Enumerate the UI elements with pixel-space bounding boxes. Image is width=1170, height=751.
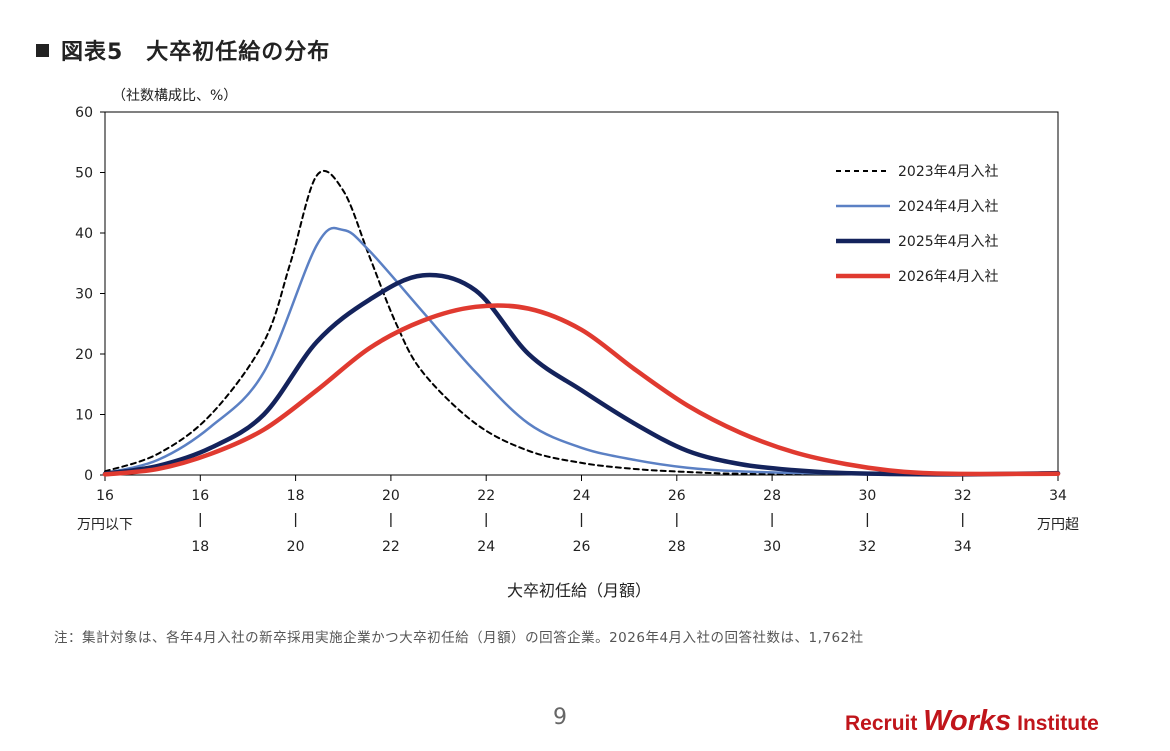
x-tick-label-bottom: 20	[287, 539, 305, 555]
x-axis-title: 大卒初任給（月額）	[506, 581, 651, 600]
y-tick-label: 50	[75, 166, 93, 182]
x-tick-label-top: 16	[96, 488, 114, 504]
x-tick-label-bottom: 22	[382, 539, 400, 555]
footnote: 注：集計対象は、各年4月入社の新卒採用実施企業かつ大卒初任給（月額）の回答企業。…	[54, 630, 864, 646]
x-tick-label-top: 34	[1049, 488, 1067, 504]
y-tick-label: 20	[75, 347, 93, 363]
logo-part-1: Recruit	[845, 712, 924, 735]
series-line-3	[102, 272, 1061, 477]
x-tick-label-bottom: 18	[191, 539, 209, 555]
x-tick-label-top: 20	[382, 488, 400, 504]
x-tick-label-bottom: 28	[668, 539, 686, 555]
x-tick-label-top: 18	[287, 488, 305, 504]
x-tick-label-top: 24	[573, 488, 591, 504]
recruit-works-logo: Recruit Works Institute	[845, 705, 1099, 738]
x-tick-label-bottom: 34	[954, 539, 972, 555]
x-tick-label-bottom: 万円以下	[77, 517, 133, 533]
logo-part-2: Works	[923, 705, 1012, 737]
x-tick-label-bottom: 万円超	[1037, 517, 1079, 533]
x-tick-label-bottom: 24	[477, 539, 495, 555]
legend-label-1: 2023年4月入社	[898, 164, 999, 180]
series-line-1	[104, 169, 1059, 476]
y-tick-label: 60	[75, 105, 93, 121]
x-tick-label-top: 30	[858, 488, 876, 504]
series-line-4	[102, 303, 1061, 477]
legend-label-4: 2026年4月入社	[898, 269, 999, 285]
legend-label-2: 2024年4月入社	[898, 199, 999, 215]
x-tick-label-top: 16	[191, 488, 209, 504]
square-bullet-icon	[36, 44, 49, 57]
x-tick-label-top: 28	[763, 488, 781, 504]
page-number: 9	[553, 705, 567, 730]
y-tick-label: 0	[84, 468, 93, 484]
x-tick-label-top: 22	[477, 488, 495, 504]
y-tick-label: 40	[75, 226, 93, 242]
x-tick-label-bottom: 30	[763, 539, 781, 555]
x-tick-label-top: 32	[954, 488, 972, 504]
y-axis-title: （社数構成比、%）	[112, 88, 238, 104]
y-tick-label: 10	[75, 408, 93, 424]
y-tick-label: 30	[75, 287, 93, 303]
logo-part-3: Institute	[1011, 712, 1099, 735]
x-tick-label-top: 26	[668, 488, 686, 504]
x-tick-label-bottom: 26	[573, 539, 591, 555]
chart-title-text: 図表5 大卒初任給の分布	[61, 40, 331, 65]
chart-title: 図表5 大卒初任給の分布	[36, 34, 330, 66]
x-tick-label-bottom: 32	[858, 539, 876, 555]
legend-label-3: 2025年4月入社	[898, 234, 999, 250]
